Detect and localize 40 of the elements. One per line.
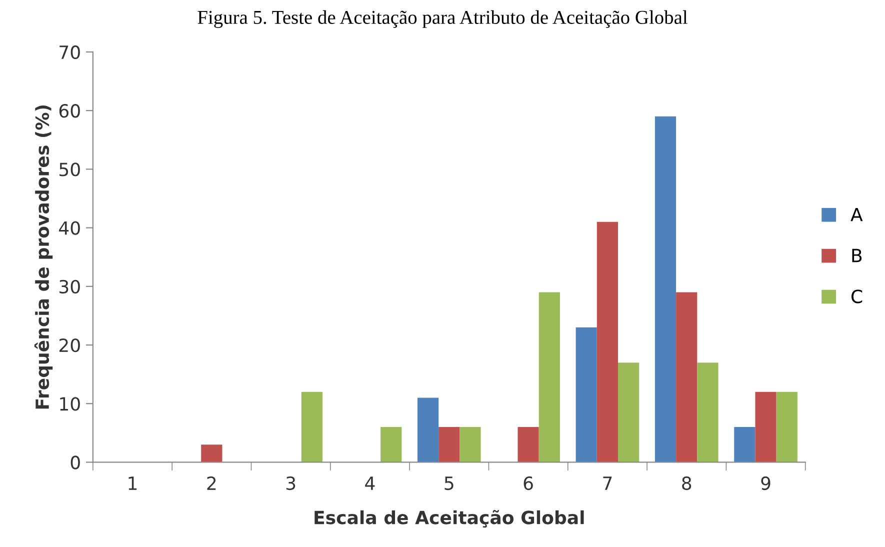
x-tick-label: 7 (603, 476, 612, 490)
bar (460, 427, 481, 462)
bar (734, 427, 756, 462)
bar (417, 398, 439, 462)
bar (538, 292, 560, 462)
bar (576, 327, 597, 462)
bar (755, 392, 776, 462)
bar (518, 427, 539, 462)
y-tick-label: 30 (60, 280, 80, 294)
bar (301, 392, 322, 462)
bar (676, 292, 698, 462)
bar (697, 362, 718, 462)
bar (654, 116, 676, 462)
x-tick-label: 2 (207, 476, 216, 490)
y-tick-label: 70 (60, 45, 80, 60)
y-tick-label: 0 (70, 456, 80, 470)
y-tick-label: 10 (60, 397, 80, 411)
y-tick-label: 40 (59, 221, 80, 235)
x-tick-label: 3 (286, 476, 296, 490)
chart-title: Figura 5. Teste de Aceitação para Atributo de Aceitação Global (198, 10, 688, 28)
y-tick-label: 60 (59, 104, 80, 118)
x-tick-label: 4 (365, 476, 375, 490)
bar (201, 444, 222, 462)
legend-label: B (852, 248, 862, 262)
bar (596, 222, 618, 462)
x-tick-label: 5 (444, 476, 454, 490)
bar (380, 427, 402, 462)
x-tick-label: 1 (128, 476, 137, 490)
y-tick-label: 20 (59, 338, 80, 352)
bar (776, 392, 798, 462)
y-tick-label: 50 (60, 162, 80, 176)
x-tick-label: 8 (682, 476, 692, 490)
legend-label: A (850, 208, 863, 222)
x-axis-title: Escala de Aceitação Global (314, 510, 584, 528)
y-axis-title: Frequência de provadores (%) (34, 105, 53, 409)
bar (618, 362, 640, 462)
x-tick-label: 6 (524, 476, 533, 490)
bar (438, 427, 460, 462)
x-tick-label: 9 (761, 476, 770, 490)
legend-label: C (852, 290, 862, 304)
